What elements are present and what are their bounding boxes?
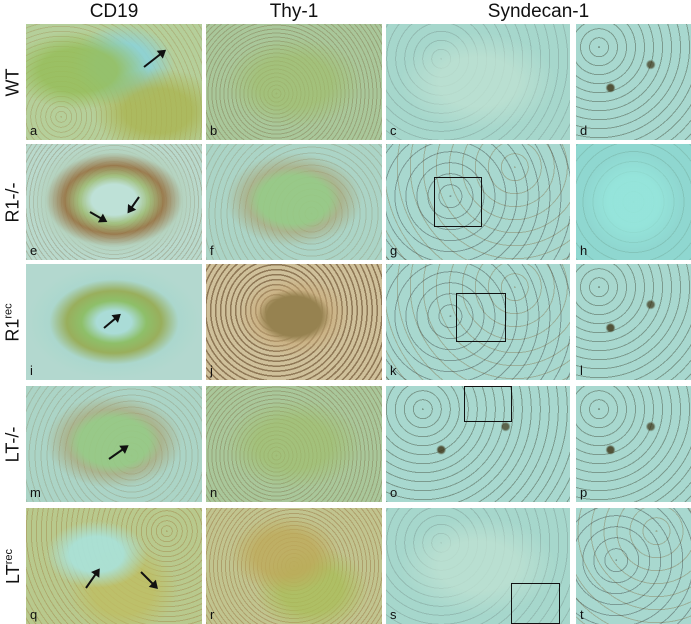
arrow-marker xyxy=(85,569,100,589)
panel-letter: b xyxy=(210,123,218,138)
panel-letter: q xyxy=(30,607,38,622)
micrograph-panel-f: f xyxy=(206,144,382,260)
micrograph-panel-e: e xyxy=(26,144,202,260)
panel-letter: j xyxy=(210,363,213,378)
micrograph-panel-c: c xyxy=(386,24,570,140)
panel-letter: e xyxy=(30,243,38,258)
micrograph-panel-t: t xyxy=(576,508,691,624)
panel-letter: o xyxy=(390,485,398,500)
micrograph-panel-r: r xyxy=(206,508,382,624)
panel-letter: k xyxy=(390,363,397,378)
row-label-superscript: rec xyxy=(2,548,15,564)
arrow-marker xyxy=(127,196,140,213)
inset-box xyxy=(456,293,506,342)
row-label-text: R1rec xyxy=(2,302,23,342)
arrow-marker xyxy=(140,571,158,589)
row-label-2: R1rec xyxy=(0,264,26,380)
micrograph-panel-p: p xyxy=(576,386,691,502)
row-label-text: LTrec xyxy=(2,548,23,584)
micrograph-panel-o: o xyxy=(386,386,570,502)
arrow-marker xyxy=(89,211,107,222)
panel-letter: a xyxy=(30,123,38,138)
micrograph-panel-i: i xyxy=(26,264,202,380)
micrograph-panel-a: a xyxy=(26,24,202,140)
micrograph-panel-n: n xyxy=(206,386,382,502)
row-label-text: R1-/- xyxy=(2,182,23,222)
micrograph-panel-m: m xyxy=(26,386,202,502)
column-header-syndecan1: Syndecan-1 xyxy=(487,1,590,22)
panel-letter: r xyxy=(210,607,215,622)
micrograph-panel-j: j xyxy=(206,264,382,380)
micrograph-panel-k: k xyxy=(386,264,570,380)
micrograph-panel-s: s xyxy=(386,508,570,624)
arrow-marker xyxy=(108,445,128,460)
inset-box xyxy=(464,386,512,422)
panel-letter: d xyxy=(580,123,588,138)
row-label-3: LT-/- xyxy=(0,386,26,502)
row-label-superscript: rec xyxy=(2,302,15,319)
column-header-cd19: CD19 xyxy=(89,1,139,22)
panel-letter: l xyxy=(580,363,583,378)
panel-letter: n xyxy=(210,485,218,500)
arrow-marker xyxy=(103,314,120,329)
panel-letter: i xyxy=(30,363,33,378)
panel-letter: m xyxy=(30,485,41,500)
micrograph-panel-h: h xyxy=(576,144,691,260)
panel-letter: g xyxy=(390,243,398,258)
panel-letter: h xyxy=(580,243,588,258)
row-label-text: LT-/- xyxy=(2,426,23,462)
row-label-text: WT xyxy=(2,68,23,96)
panel-letter: f xyxy=(210,243,214,258)
row-label-4: LTrec xyxy=(0,508,26,624)
panel-letter: p xyxy=(580,485,588,500)
micrograph-panel-g: g xyxy=(386,144,570,260)
panel-letter: t xyxy=(580,607,584,622)
micrograph-panel-l: l xyxy=(576,264,691,380)
inset-box xyxy=(511,583,560,624)
inset-box xyxy=(434,177,482,227)
panel-letter: c xyxy=(390,123,397,138)
arrow-marker xyxy=(143,50,166,68)
row-label-1: R1-/- xyxy=(0,144,26,260)
panel-letter: s xyxy=(390,607,397,622)
column-header-thy1: Thy-1 xyxy=(269,1,319,22)
row-label-0: WT xyxy=(0,24,26,140)
micrograph-panel-q: q xyxy=(26,508,202,624)
micrograph-panel-d: d xyxy=(576,24,691,140)
micrograph-panel-b: b xyxy=(206,24,382,140)
